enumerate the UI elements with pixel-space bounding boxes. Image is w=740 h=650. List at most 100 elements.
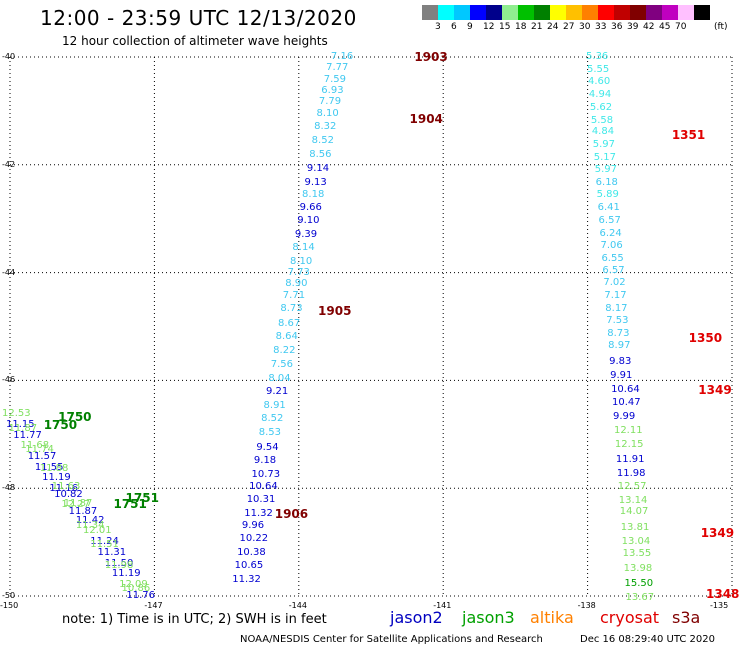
wave-height-value: 8.73: [280, 303, 303, 315]
wave-height-value: 8.73: [607, 327, 630, 339]
wave-height-value: 11.31: [97, 546, 127, 558]
wave-height-value: 12.57: [617, 481, 647, 493]
pass-time-label: 1905: [318, 304, 352, 319]
longitude-label: -135: [710, 601, 729, 610]
wave-height-value: 5.58: [590, 114, 614, 126]
wave-height-value: 11.32: [244, 507, 273, 519]
wave-height-value: 5.55: [587, 63, 610, 75]
wave-height-value: 5.89: [596, 188, 619, 200]
wave-height-value: 7.77: [326, 61, 349, 73]
wave-height-value: 11.34: [75, 519, 105, 531]
legend-label: 21: [531, 22, 543, 32]
wave-height-value: 6.55: [601, 252, 624, 264]
legend-label: 18: [515, 22, 527, 32]
wave-height-value: 13.67: [625, 591, 655, 603]
wave-height-value: 8.90: [285, 278, 308, 290]
wave-height-value: 11.55: [34, 461, 64, 473]
longitude-label: -147: [144, 601, 163, 610]
wave-height-value: 12.01: [83, 525, 112, 537]
wave-height-value: 13.14: [618, 494, 648, 506]
latitude-label: -42: [2, 159, 16, 169]
longitude-label: -144: [288, 601, 307, 610]
wave-height-value: 13.98: [623, 563, 653, 575]
wave-height-value: 10.86: [121, 582, 151, 594]
legend-swatch: [486, 5, 502, 20]
longitude-label: -150: [0, 601, 19, 610]
wave-height-value: 9.21: [265, 386, 289, 398]
satellite-altika: altika: [530, 608, 574, 627]
wave-height-value: 11.19: [111, 568, 141, 580]
legend-swatch: [614, 5, 630, 20]
wave-height-value: 11.76: [126, 590, 155, 601]
wave-height-value: 11.15: [6, 418, 35, 430]
legend-swatch: [502, 5, 518, 20]
wave-height-value: 12.27: [61, 499, 91, 511]
legend-swatch: [454, 5, 470, 20]
map-title: 12:00 - 23:59 UTC 12/13/2020: [40, 6, 357, 30]
wave-height-value: 11.42: [75, 514, 105, 526]
wave-height-value: 8.10: [316, 107, 339, 119]
wave-height-value: 11.50: [104, 557, 134, 569]
pass-time-label: 1751: [125, 490, 159, 505]
latitude-label: -46: [2, 375, 16, 385]
legend-label: 24: [547, 22, 559, 32]
wave-height-value: 13.55: [622, 548, 652, 560]
legend-label: 36: [611, 22, 623, 32]
map-subtitle: 12 hour collection of altimeter wave hei…: [62, 34, 328, 48]
wave-height-value: 11.87: [8, 422, 38, 434]
wave-height-value: 8.04: [268, 372, 291, 384]
pass-time-label: 1750: [58, 410, 92, 425]
legend-label: 6: [451, 22, 457, 32]
wave-height-value: 9.10: [297, 214, 320, 226]
satellite-cryosat: cryosat: [600, 608, 660, 627]
wave-height-value: 9.13: [304, 176, 327, 188]
wave-height-value: 10.82: [54, 488, 83, 500]
legend-swatch: [438, 5, 454, 20]
wave-height-value: 11.51: [90, 538, 119, 550]
wave-height-value: 6.18: [595, 176, 618, 188]
wave-height-value: 5.97: [592, 138, 616, 150]
latitude-label: -40: [2, 52, 16, 61]
legend-label: 15: [499, 22, 511, 32]
pass-time-label: 1750: [43, 417, 78, 432]
longitude-label: -138: [577, 601, 596, 610]
wave-height-value: 8.32: [314, 121, 337, 133]
legend-label: 42: [643, 22, 655, 32]
wave-height-value: 8.97: [608, 340, 631, 352]
wave-height-value: 9.14: [306, 162, 330, 174]
pass-time-label: 1906: [274, 507, 309, 522]
pass-time-label: 1903: [414, 50, 448, 64]
wave-height-value: 10.64: [611, 383, 640, 395]
legend-swatch: [662, 5, 678, 20]
wave-height-value: 10.31: [246, 494, 276, 506]
latitude-label: -48: [2, 483, 16, 493]
wave-height-value: 13.04: [621, 535, 651, 547]
pass-time-label: 1904: [409, 111, 443, 126]
wave-height-value: 4.84: [591, 126, 615, 138]
wave-height-value: 8.91: [263, 399, 286, 411]
wave-height-value: 11.88: [39, 463, 69, 475]
pass-time-label: 1348: [706, 587, 740, 601]
pass-time-label: 1349: [700, 525, 735, 540]
wave-height-value: 8.14: [292, 242, 315, 254]
legend-label: 45: [659, 22, 671, 32]
wave-height-value: 5.97: [594, 164, 617, 176]
wave-height-value: 7.56: [270, 359, 294, 371]
wave-height-value: 10.22: [239, 533, 269, 545]
legend-swatch: [630, 5, 646, 20]
wave-height-value: 8.64: [275, 331, 298, 343]
wave-height-value: 11.87: [63, 498, 93, 510]
wave-height-value: 9.91: [610, 370, 633, 382]
wave-height-value: 4.60: [587, 76, 611, 88]
wave-height-value: 11.24: [90, 536, 119, 548]
legend-label: 70: [675, 22, 687, 32]
wave-height-value: 11.74: [25, 444, 54, 456]
legend-swatch: [566, 5, 582, 20]
latitude-label: -44: [2, 267, 16, 277]
legend-swatch: [550, 5, 566, 20]
satellite-s3a: s3a: [672, 608, 701, 627]
wave-height-value: 10.73: [251, 468, 281, 480]
wave-height-value: 8.52: [311, 135, 334, 147]
